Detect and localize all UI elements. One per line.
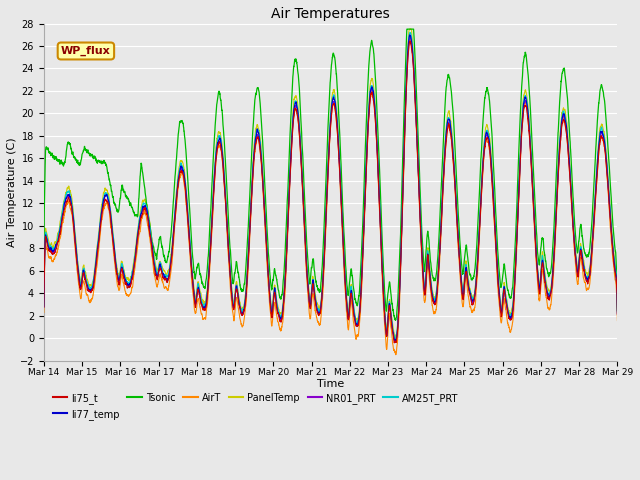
Text: WP_flux: WP_flux [61, 46, 111, 56]
X-axis label: Time: Time [317, 379, 344, 389]
Legend: li75_t, li77_temp, Tsonic, AirT, PanelTemp, NR01_PRT, AM25T_PRT: li75_t, li77_temp, Tsonic, AirT, PanelTe… [49, 389, 462, 423]
Y-axis label: Air Temperature (C): Air Temperature (C) [7, 137, 17, 247]
Title: Air Temperatures: Air Temperatures [271, 7, 390, 21]
